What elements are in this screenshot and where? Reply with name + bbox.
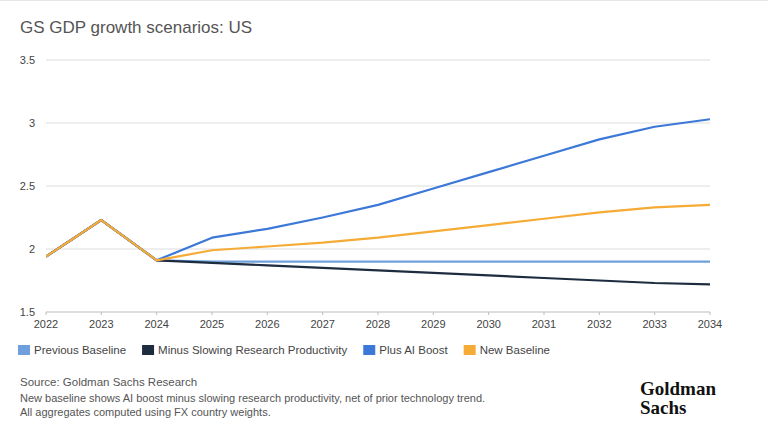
x-tick-label: 2025 <box>200 318 224 330</box>
legend-label: Minus Slowing Research Productivity <box>158 344 347 356</box>
y-tick-label: 3.5 <box>20 54 35 66</box>
y-tick-label: 1.5 <box>20 306 35 318</box>
grid-line <box>46 186 710 187</box>
x-tick-label: 2026 <box>255 318 279 330</box>
grid-line <box>46 123 710 124</box>
legend-label: Plus AI Boost <box>379 344 448 356</box>
series-line <box>46 205 710 260</box>
note: New baseline shows AI boost minus slowin… <box>20 392 485 404</box>
title: GS GDP growth scenarios: US <box>20 18 252 37</box>
x-tick <box>654 312 655 315</box>
x-tick <box>322 312 323 315</box>
y-tick-label: 2 <box>29 243 35 255</box>
legend-swatch <box>363 345 375 355</box>
legend-swatch <box>18 345 30 355</box>
x-tick-label: 2029 <box>421 318 445 330</box>
lines <box>46 119 710 284</box>
x-tick-label: 2030 <box>476 318 500 330</box>
source: Source: Goldman Sachs Research <box>20 376 197 388</box>
top-border <box>0 0 768 1</box>
note: All aggregates computed using FX country… <box>20 406 271 418</box>
x-tick <box>46 312 47 315</box>
x-tick-label: 2023 <box>89 318 113 330</box>
y-tick-label: 2.5 <box>20 180 35 192</box>
x-tick-label: 2031 <box>532 318 556 330</box>
logo: Goldman <box>640 378 716 399</box>
y-tick-label: 3 <box>29 117 35 129</box>
series-line <box>46 220 710 262</box>
grid-line <box>46 249 710 250</box>
x-tick-label: 2028 <box>366 318 390 330</box>
x-tick <box>212 312 213 315</box>
logo: Sachs <box>640 397 686 418</box>
x-tick <box>433 312 434 315</box>
legend-label: New Baseline <box>480 344 550 356</box>
x-tick-label: 2034 <box>698 318 722 330</box>
x-tick <box>378 312 379 315</box>
grid <box>46 60 710 312</box>
x-tick <box>544 312 545 315</box>
legend-swatch <box>464 345 476 355</box>
x-tick-label: 2022 <box>34 318 58 330</box>
x-tick <box>710 312 711 315</box>
x-tick <box>101 312 102 315</box>
x-tick-label: 2032 <box>587 318 611 330</box>
legend-swatch <box>142 345 154 355</box>
legend: Previous Baseline Minus Slowing Research … <box>18 344 550 356</box>
legend-label: Previous Baseline <box>34 344 126 356</box>
x-tick <box>488 312 489 315</box>
x-tick <box>599 312 600 315</box>
x-tick-label: 2033 <box>642 318 666 330</box>
x-tick-label: 2024 <box>144 318 168 330</box>
x-tick-label: 2027 <box>310 318 334 330</box>
x-tick <box>267 312 268 315</box>
chart: GS GDP growth scenarios: US 1.5 2 2.5 3 3.5 20… <box>0 0 768 444</box>
x-tick <box>156 312 157 315</box>
grid-line <box>46 60 710 61</box>
series-line <box>46 119 710 260</box>
